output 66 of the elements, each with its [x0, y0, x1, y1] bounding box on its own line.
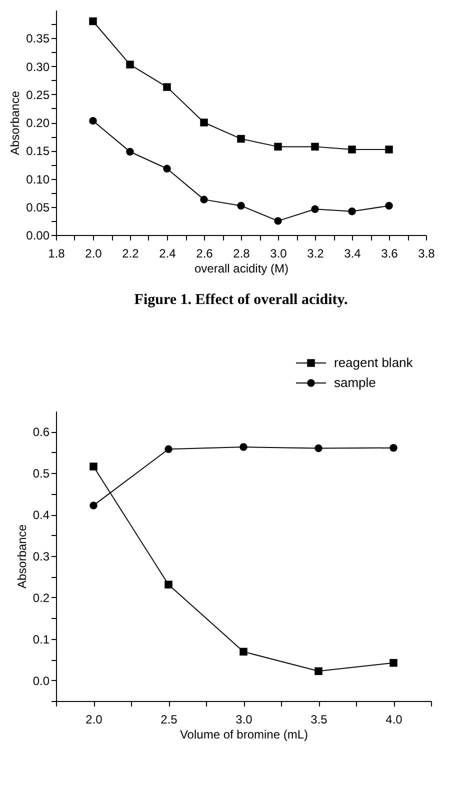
y-tick-label: 0.10 — [26, 172, 50, 186]
point — [163, 164, 171, 172]
point — [237, 202, 245, 210]
x-tick-label: 2.5 — [160, 712, 178, 726]
x-axis-title: overall acidity (M) — [194, 262, 289, 276]
y-tick-label: 0.20 — [26, 116, 50, 130]
point — [163, 83, 171, 91]
y-tick-label: 0.05 — [26, 200, 50, 214]
point — [164, 445, 172, 453]
x-tick-label: 4.0 — [386, 712, 403, 726]
x-tick-label: 3.8 — [418, 246, 436, 260]
y-tick-label: 0.1 — [32, 632, 50, 646]
text: Figure 1. Effect of overall acidity. — [134, 292, 348, 308]
point — [237, 134, 245, 143]
legend-label: sample — [334, 375, 376, 390]
x-tick-label: 3.6 — [381, 246, 398, 260]
y-tick-label: 0.30 — [26, 60, 50, 74]
point — [311, 205, 319, 213]
point — [90, 502, 98, 510]
point — [200, 118, 208, 126]
legend-label: reagent blank — [334, 355, 414, 370]
x-tick-label: 2.6 — [196, 246, 214, 260]
point — [274, 217, 282, 225]
point — [240, 648, 248, 656]
point — [90, 462, 98, 470]
point — [89, 116, 97, 125]
x-tick-label: 3.2 — [307, 246, 324, 260]
x-tick-label: 2.2 — [122, 246, 140, 260]
point — [385, 146, 393, 154]
point — [126, 60, 134, 68]
point — [390, 659, 398, 667]
x-tick-label: 2.0 — [86, 712, 103, 726]
y-tick-label: 0.35 — [26, 32, 50, 46]
point — [348, 208, 356, 216]
y-axis-title: Absorbance — [8, 90, 22, 156]
x-tick-label: 3.0 — [270, 246, 288, 260]
point — [200, 196, 208, 204]
point — [126, 148, 134, 156]
x-tick-label: 3.0 — [236, 712, 253, 726]
y-tick-label: 0.4 — [32, 508, 50, 522]
x-tick-label: 3.5 — [310, 712, 328, 726]
x-tick-label: 2.4 — [159, 246, 176, 260]
y-axis-title: Absorbance — [14, 524, 29, 589]
point — [311, 142, 319, 151]
y-tick-label: 0.5 — [32, 466, 50, 481]
y-tick-label: 0.15 — [26, 144, 50, 158]
point — [385, 202, 393, 210]
point — [89, 17, 97, 26]
point — [274, 142, 282, 151]
point — [390, 444, 398, 452]
y-tick-label: 0.25 — [26, 88, 50, 102]
x-tick-label: 2.0 — [85, 246, 102, 260]
x-tick-label: 3.4 — [344, 246, 362, 260]
point — [164, 580, 172, 588]
x-axis-title: Volume of bromine (mL) — [180, 728, 308, 742]
point — [240, 443, 248, 451]
y-tick-label: 0.6 — [32, 425, 50, 440]
point — [314, 667, 322, 676]
y-tick-label: 0.0 — [32, 674, 50, 688]
point — [348, 146, 356, 154]
y-tick-label: 0.00 — [26, 228, 50, 242]
x-tick-label: 2.8 — [233, 246, 250, 260]
point — [314, 444, 322, 452]
y-tick-label: 0.3 — [32, 550, 50, 564]
y-tick-label: 0.2 — [32, 590, 50, 605]
x-tick-label: 1.8 — [48, 246, 66, 260]
